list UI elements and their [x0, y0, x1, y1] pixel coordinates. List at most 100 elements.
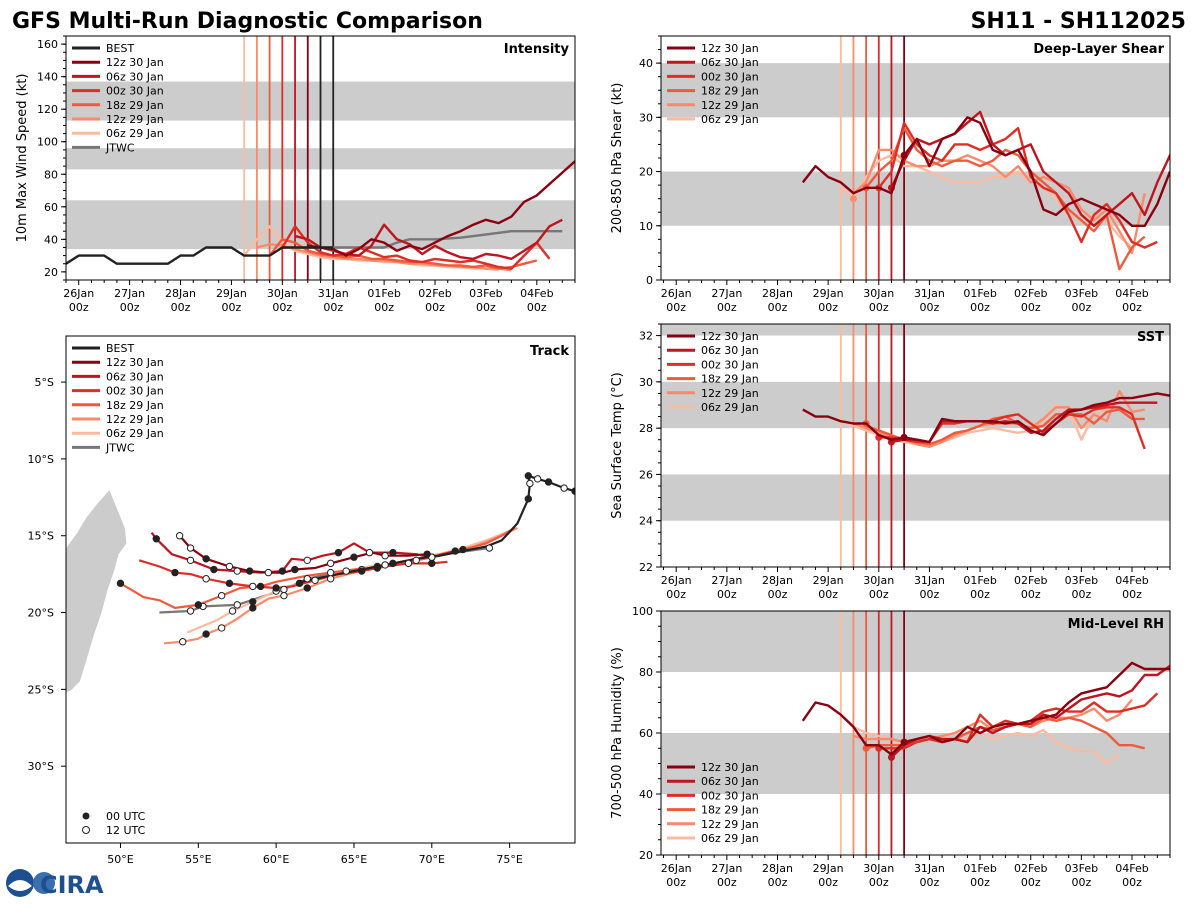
rh-ytick-label: 20: [639, 849, 653, 862]
rh-series-line: [801, 661, 1170, 756]
shear-xtick-day: 27Jan: [711, 287, 742, 300]
shear-xtick-hour: 00z: [818, 301, 838, 314]
shear-xtick-hour: 00z: [717, 301, 737, 314]
intensity-ylabel: 10m Max Wind Speed (kt): [15, 74, 30, 243]
sst-xtick-hour: 00z: [1122, 588, 1142, 601]
track-marker-00utc: [202, 630, 210, 638]
intensity-ytick-label: 40: [44, 233, 58, 246]
track-xtick-label: 70°E: [419, 853, 445, 866]
noaa-bird-icon: [8, 880, 32, 891]
storm-id: SH11 - SH112025: [971, 9, 1186, 34]
track-marker-12utc: [186, 607, 195, 615]
track-marker-00utc: [423, 550, 431, 558]
track-marker-00utc: [524, 472, 533, 480]
track-marker-12utc: [186, 556, 195, 565]
shear-xtick-day: 04Feb: [1115, 287, 1148, 300]
track-marker-00utc: [389, 559, 397, 568]
track-marker-00utc: [194, 601, 203, 609]
track-marker-12utc: [233, 601, 241, 609]
sst-ytick-label: 26: [639, 468, 653, 481]
legend-open-marker-icon: [82, 826, 90, 834]
intensity-panel: 2040608010012014016026Jan00z27Jan00z28Ja…: [15, 35, 576, 314]
intensity-legend-label: 00z 30 Jan: [106, 85, 164, 98]
shear-panel: 01020304026Jan00z27Jan00z28Jan00z29Jan00…: [610, 35, 1171, 314]
intensity-ytick-label: 160: [37, 38, 58, 51]
sst-legend-label: 06z 29 Jan: [701, 401, 759, 414]
rh-xtick-day: 01Feb: [963, 862, 996, 875]
sst-legend-label: 00z 30 Jan: [701, 358, 759, 371]
rh-xtick-hour: 00z: [869, 876, 889, 889]
track-marker-00utc: [202, 555, 210, 563]
shear-init-marker: [849, 195, 857, 203]
shear-legend-label: 18z 29 Jan: [701, 85, 759, 98]
sst-frame: [660, 323, 1171, 568]
shear-xtick-day: 02Feb: [1014, 287, 1047, 300]
rh-legend-label: 18z 29 Jan: [701, 804, 759, 817]
sst-xtick-day: 04Feb: [1115, 574, 1148, 587]
sst-xtick-hour: 00z: [666, 588, 686, 601]
track-marker-00utc: [249, 604, 257, 612]
rh-series-line: [890, 664, 1170, 759]
rh-xtick-hour: 00z: [1021, 876, 1041, 889]
sst-xtick-hour: 00z: [717, 588, 737, 601]
track-legend-label: BEST: [106, 342, 134, 355]
intensity-ytick-label: 60: [44, 201, 58, 214]
sst-xtick-hour: 00z: [869, 588, 889, 601]
shear-legend-label: 12z 29 Jan: [701, 99, 759, 112]
track-marker-00utc: [171, 568, 179, 577]
track-legend-label: 12z 29 Jan: [106, 413, 164, 426]
sst-xtick-day: 28Jan: [762, 574, 793, 587]
rh-legend-label: 12z 29 Jan: [701, 818, 759, 831]
sst-xtick-hour: 00z: [1021, 588, 1041, 601]
track-marker-00utc: [210, 565, 218, 574]
track-marker-12utc: [311, 576, 319, 584]
rh-panel: 2040608010026Jan00z27Jan00z28Jan00z29Jan…: [610, 605, 1171, 889]
rh-xtick-day: 04Feb: [1115, 862, 1148, 875]
track-ytick-label: 10°S: [28, 453, 54, 466]
sst-legend-label: 12z 30 Jan: [701, 330, 759, 343]
track-ytick-label: 20°S: [28, 607, 54, 620]
legend-00utc-label: 00 UTC: [106, 810, 146, 823]
shear-ytick-label: 10: [639, 220, 653, 233]
rh-legend-label: 00z 30 Jan: [701, 789, 759, 802]
sst-panel: 22242628303226Jan00z27Jan00z28Jan00z29Ja…: [610, 323, 1171, 601]
legend-filled-marker-icon: [82, 812, 90, 820]
track-marker-00utc: [303, 584, 311, 592]
shear-xtick-day: 29Jan: [813, 287, 844, 300]
intensity-title: Intensity: [504, 42, 570, 57]
rh-xtick-hour: 00z: [1071, 876, 1091, 889]
shear-init-marker: [900, 151, 908, 159]
rh-ylabel: 700-500 hPa Humidity (%): [610, 647, 625, 819]
shear-xtick-hour: 00z: [920, 301, 940, 314]
sst-xtick-day: 26Jan: [661, 574, 692, 587]
track-marker-00utc: [245, 567, 254, 575]
intensity-xtick-hour: 00z: [476, 301, 496, 314]
rh-ytick-label: 60: [639, 727, 653, 740]
track-panel: 50°E 55°E 60°E 65°E 70°E 75°E 5°S 10°S 15°S 20°S 2…: [28, 335, 576, 866]
rh-xtick-day: 28Jan: [762, 862, 793, 875]
intensity-xtick-day: 03Feb: [469, 287, 502, 300]
shear-legend-label: 00z 30 Jan: [701, 70, 759, 83]
track-marker-00utc: [225, 579, 234, 588]
track-marker-12utc: [342, 567, 350, 575]
intensity-xtick-day: 01Feb: [367, 287, 400, 300]
intensity-xtick-hour: 00z: [527, 301, 547, 314]
rh-ytick-label: 40: [639, 788, 653, 801]
intensity-xtick-hour: 00z: [120, 301, 140, 314]
rh-xtick-hour: 00z: [768, 876, 788, 889]
shear-xtick-day: 26Jan: [661, 287, 692, 300]
intensity-xtick-hour: 00z: [222, 301, 242, 314]
track-marker-12utc: [381, 552, 389, 560]
sst-xtick-day: 31Jan: [914, 574, 945, 587]
rh-xtick-day: 27Jan: [711, 862, 742, 875]
rh-ytick-label: 80: [639, 666, 653, 679]
rh-band: [661, 611, 1170, 672]
shear-xtick-hour: 00z: [1021, 301, 1041, 314]
shear-xtick-hour: 00z: [1071, 301, 1091, 314]
intensity-legend-label: 06z 30 Jan: [106, 70, 164, 83]
shear-xtick-day: 03Feb: [1065, 287, 1098, 300]
logo-text: CIRA: [40, 871, 104, 899]
sst-xtick-day: 29Jan: [813, 574, 844, 587]
shear-series-line: [801, 116, 1170, 228]
track-marker-00utc: [152, 535, 160, 543]
